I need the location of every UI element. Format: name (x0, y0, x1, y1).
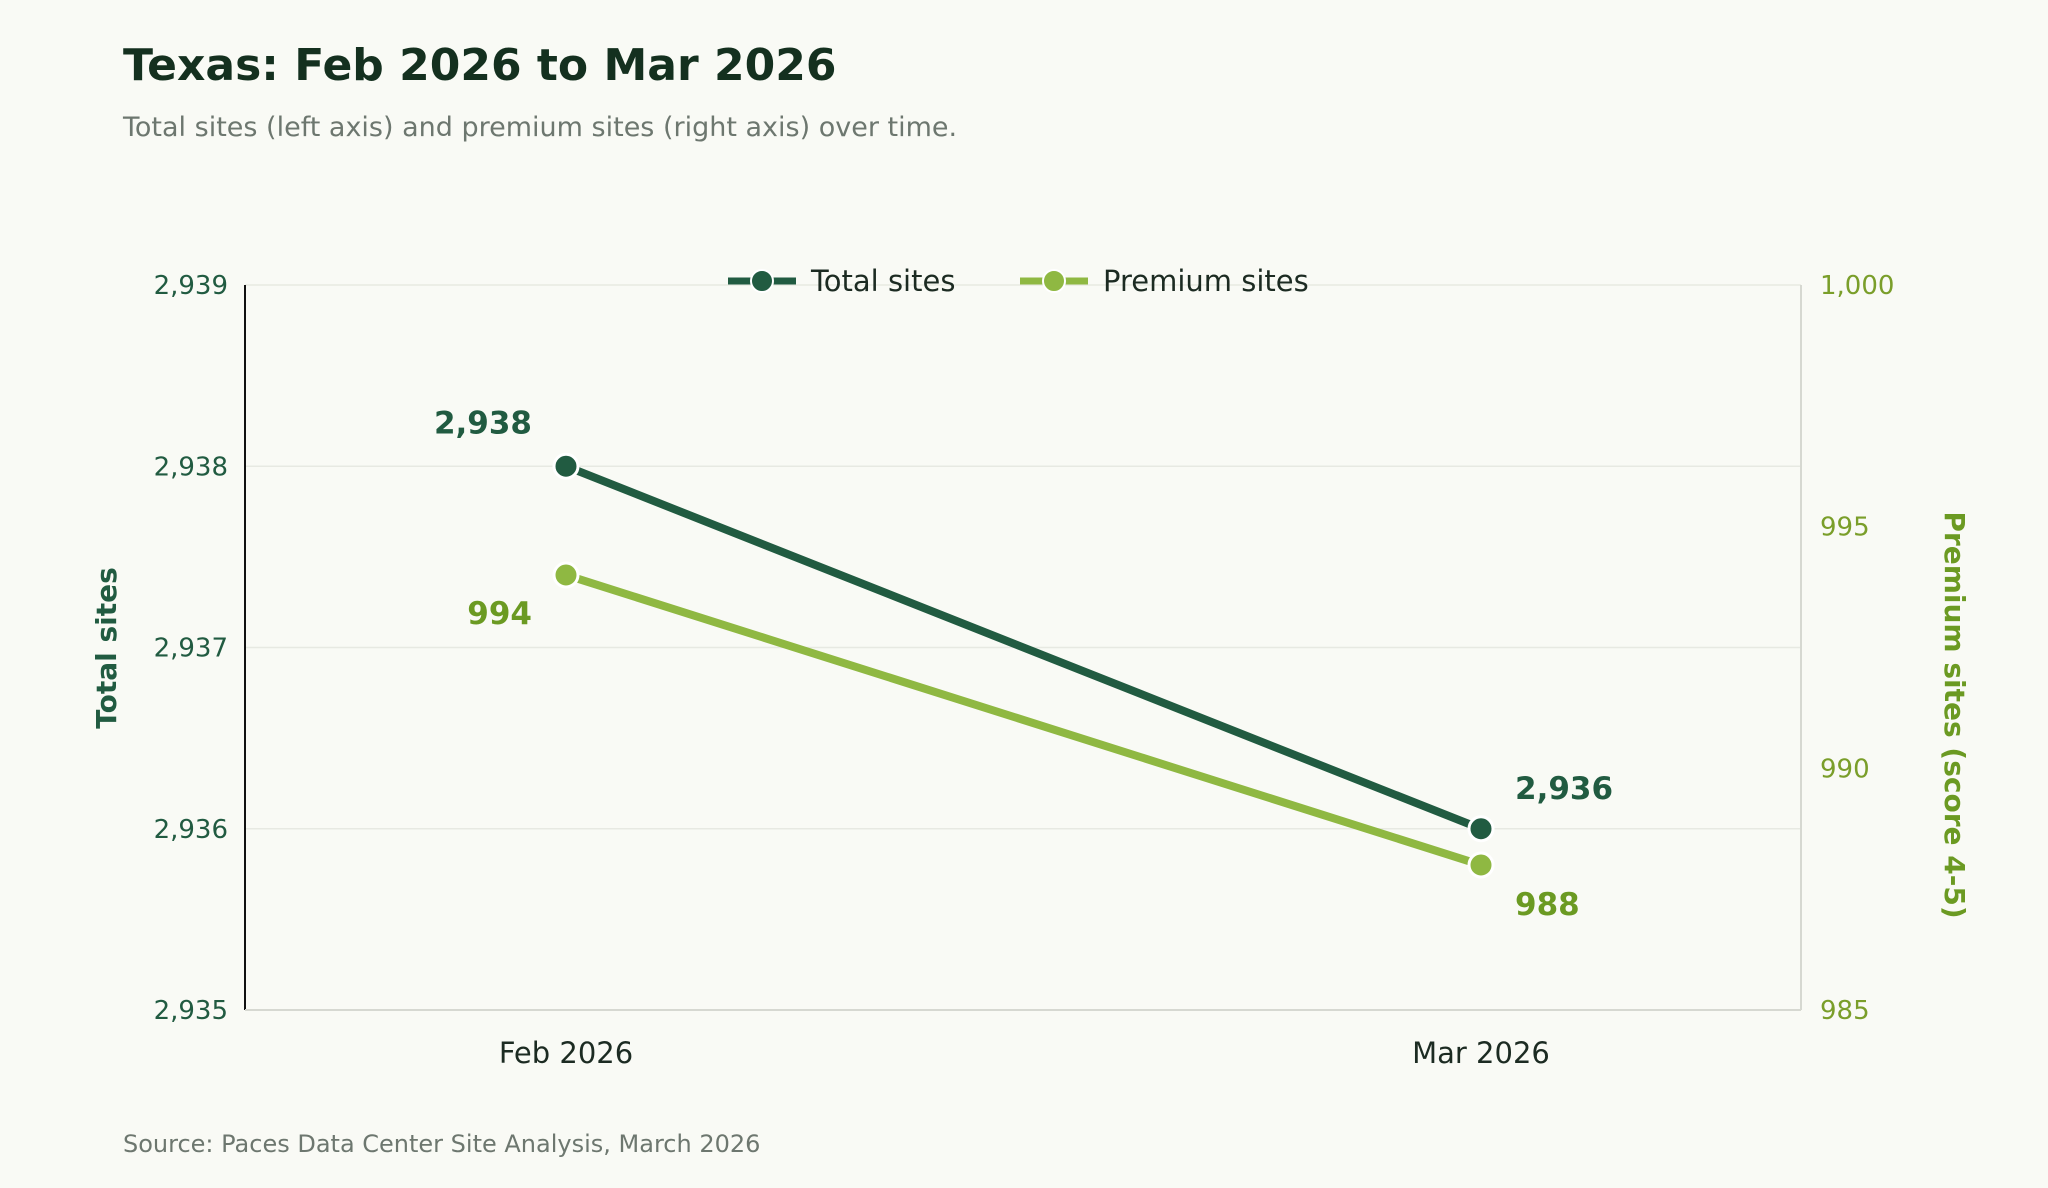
chart-title: Texas: Feb 2026 to Mar 2026 (123, 40, 837, 91)
right-axis-tick-label: 1,000 (1820, 271, 1894, 301)
series-line-total-sites (562, 462, 1485, 833)
right-axis-tick-label: 990 (1820, 754, 1870, 784)
right-axis-tick-label: 995 (1820, 513, 1870, 543)
data-label-premium-sites: 994 (467, 596, 532, 632)
legend-label-total-sites: Total sites (810, 264, 955, 298)
right-axis-tick-label: 985 (1820, 996, 1870, 1026)
data-label-premium-sites: 988 (1515, 887, 1580, 923)
data-point-total-sites (552, 452, 580, 480)
x-axis-tick-label: Feb 2026 (499, 1036, 633, 1070)
series-line-premium-sites (562, 571, 1485, 869)
left-axis-tick-label: 2,935 (154, 996, 228, 1026)
data-label-total-sites: 2,938 (434, 405, 532, 441)
left-axis-tick-label: 2,939 (154, 271, 228, 301)
data-point-premium-sites (552, 561, 580, 589)
data-label-total-sites: 2,936 (1515, 771, 1613, 807)
left-axis-title: Total sites (90, 567, 123, 729)
right-axis-title: Premium sites (score 4-5) (1938, 511, 1971, 918)
legend-marker-premium-sites (1042, 269, 1066, 293)
legend-marker-total-sites (750, 269, 774, 293)
left-axis-tick-label: 2,936 (154, 815, 228, 845)
chart-subtitle: Total sites (left axis) and premium site… (123, 112, 958, 143)
data-point-total-sites (1467, 815, 1495, 843)
legend-label-premium-sites: Premium sites (1103, 264, 1309, 298)
data-point-premium-sites (1467, 851, 1495, 879)
chart-source: Source: Paces Data Center Site Analysis,… (123, 1130, 761, 1158)
x-axis-tick-label: Mar 2026 (1412, 1036, 1550, 1070)
left-axis-tick-label: 2,938 (154, 452, 228, 482)
left-axis-tick-label: 2,937 (154, 634, 228, 664)
